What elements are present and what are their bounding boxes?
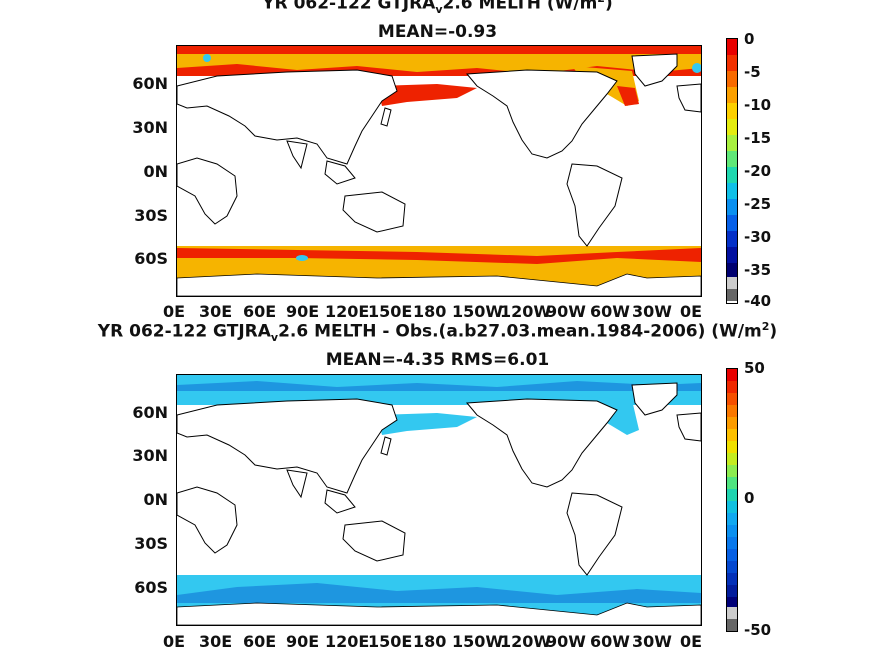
lon-label: 60E (243, 632, 277, 651)
lon-label: 30W (632, 632, 672, 651)
panel1-lat-0n: 0N (143, 162, 168, 181)
panel1-colorbar (726, 38, 738, 304)
lon-label: 30E (199, 302, 233, 321)
lon-label: 30W (632, 302, 672, 321)
lon-label: 150E (368, 302, 413, 321)
panel1-lat-60n: 60N (132, 74, 168, 93)
lon-label: 150W (452, 302, 504, 321)
north-pacific-melt (377, 84, 477, 106)
panel1-title: YR 062-122 GTJRAv2.6 MELTH (W/m2) (262, 0, 613, 17)
panel1-cbar-label: 0 (744, 30, 755, 48)
panel2-lat-60n: 60N (132, 403, 168, 422)
lon-label: 120W (500, 302, 552, 321)
lon-label: 120E (325, 632, 370, 651)
panel2-cbar-label: -50 (744, 621, 772, 639)
lon-label: 90E (286, 632, 320, 651)
panel2-lat-60s: 60S (134, 578, 168, 597)
lon-label: 120E (325, 302, 370, 321)
land-outlines (177, 382, 701, 576)
lon-label: 180 (413, 302, 447, 321)
antarctica (177, 602, 701, 625)
panel2-cbar-label: 0 (744, 489, 755, 507)
panel1-cbar-label: -20 (744, 162, 772, 180)
lon-label: 120W (500, 632, 552, 651)
panel2-lat-0n: 0N (143, 490, 168, 509)
lon-label: 30E (199, 632, 233, 651)
panel1-cbar-label: -40 (744, 292, 772, 310)
panel1-cbar-label: -25 (744, 195, 772, 213)
panel2-title: YR 062-122 GTJRAv2.6 MELTH - Obs.(a.b27.… (97, 320, 778, 345)
lon-label: 60E (243, 302, 277, 321)
panel1-lat-60s: 60S (134, 249, 168, 268)
panel2-map (176, 374, 702, 626)
panel1-mean: MEAN=-0.93 (377, 22, 498, 42)
lon-label: 60W (590, 632, 630, 651)
lon-label: 0E (680, 632, 703, 651)
panel2-cbar-label: 50 (744, 359, 765, 377)
panel1-cbar-label: -15 (744, 129, 772, 147)
lon-label: 0E (680, 302, 703, 321)
lon-label: 90W (546, 302, 586, 321)
panel2-lat-30n: 30N (132, 446, 168, 465)
lon-label: 150E (368, 632, 413, 651)
lon-label: 150W (452, 632, 504, 651)
panel1-cbar-label: -30 (744, 228, 772, 246)
panel1-cbar-label: -5 (744, 63, 761, 81)
panel2-lat-30s: 30S (134, 534, 168, 553)
lon-label: 0E (163, 302, 186, 321)
panel1-lat-30s: 30S (134, 206, 168, 225)
antarctica (177, 273, 701, 296)
panel1-map (176, 45, 702, 297)
panel2-colorbar (726, 368, 738, 632)
lon-label: 0E (163, 632, 186, 651)
lon-label: 180 (413, 632, 447, 651)
land-outlines (177, 53, 701, 247)
panel1-cbar-label: -10 (744, 96, 772, 114)
panel1-lat-30n: 30N (132, 118, 168, 137)
north-pacific-diff (377, 413, 477, 435)
lon-label: 90W (546, 632, 586, 651)
panel2-mean-rms: MEAN=-4.35 RMS=6.01 (325, 350, 550, 370)
panel1-cbar-label: -35 (744, 261, 772, 279)
lon-label: 60W (590, 302, 630, 321)
lon-label: 90E (286, 302, 320, 321)
